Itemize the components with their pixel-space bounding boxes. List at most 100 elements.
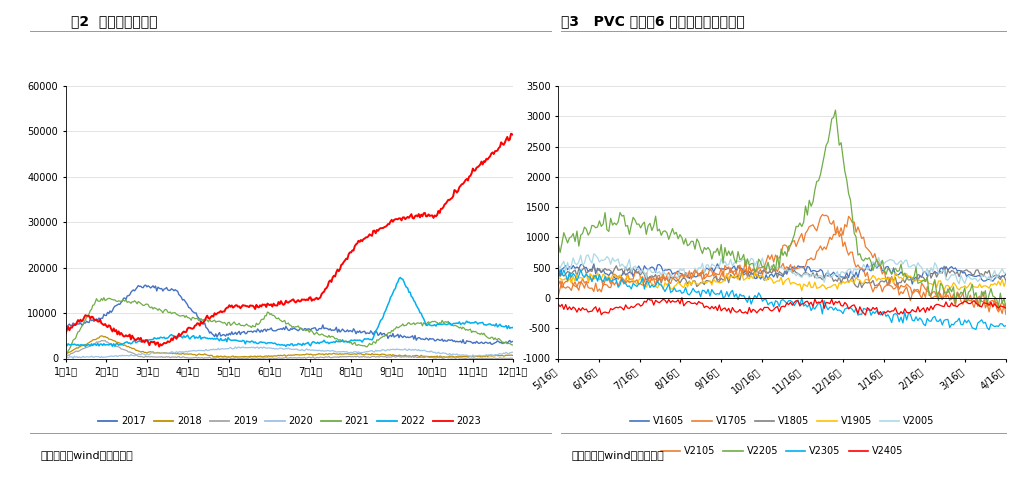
Line: 2023: 2023 [66,134,514,347]
2023 [242,304,254,309]
2018 [508,352,520,358]
2023 [156,343,168,348]
2020 [237,344,249,350]
2017 [489,340,501,346]
V2005 [850,267,862,273]
2023 [60,330,72,336]
2019 [508,355,520,361]
V2305 [706,287,718,293]
V2305 [970,326,982,332]
2022 [79,344,91,349]
2020 [508,349,520,355]
V2205 [571,228,583,234]
2021 [156,308,168,314]
V1905 [972,284,984,290]
V1605 [571,264,583,270]
V1805 [972,267,984,272]
V2005 [582,252,594,258]
V2305 [625,286,637,292]
V2405 [1000,305,1011,311]
V2405 [552,301,564,307]
2019 [156,354,168,359]
Line: V1705: V1705 [558,217,1006,310]
V2005 [625,269,637,275]
V2405 [877,312,889,318]
V2205 [582,232,594,238]
2020 [60,354,72,360]
2018 [240,354,252,359]
Line: 2018: 2018 [66,336,514,358]
V1705 [552,282,564,288]
V2105 [552,293,564,299]
Legend: V2105, V2205, V2305, V2405: V2105, V2205, V2305, V2405 [657,442,907,460]
V2305 [573,273,585,279]
2023 [504,131,517,137]
V2405 [624,305,636,311]
2017 [156,286,168,292]
V1805 [850,283,862,289]
V1605 [972,273,984,279]
V1705 [1000,301,1011,307]
2020 [446,352,458,358]
V1805 [571,273,583,279]
V2205 [704,248,716,253]
V2205 [624,231,636,237]
Text: 资料来源：wind，正信期货: 资料来源：wind，正信期货 [40,450,133,460]
V1905 [796,288,808,293]
2017 [240,331,252,337]
V2405 [582,309,594,315]
2023 [487,151,499,157]
V2005 [953,281,966,287]
Line: V2105: V2105 [558,215,1006,315]
V1705 [582,280,594,286]
V2105 [582,285,594,291]
V1805 [582,269,594,274]
Text: 资料来源：wind，正信期货: 资料来源：wind，正信期货 [571,450,664,460]
2023 [240,303,252,308]
2018 [489,353,501,358]
V2105 [850,264,862,270]
Line: 2019: 2019 [66,340,514,358]
V1905 [704,278,716,283]
2022 [60,342,72,348]
V1705 [842,214,854,219]
2022 [242,338,254,344]
V2305 [584,274,596,280]
2019 [99,337,111,343]
V1605 [848,274,860,280]
V1905 [749,270,761,275]
Line: V1805: V1805 [558,265,1006,288]
2023 [445,196,457,202]
Line: V1605: V1605 [558,263,1006,284]
2022 [394,274,406,280]
V2305 [983,327,995,333]
V1705 [624,276,636,282]
2020 [184,348,196,354]
2017 [445,337,457,343]
V2005 [571,262,583,268]
2019 [243,355,255,361]
2021 [508,342,520,348]
V2005 [587,251,600,257]
V2405 [972,302,984,307]
Line: 2020: 2020 [66,347,514,358]
V2005 [552,262,564,268]
V2105 [1000,312,1011,317]
V2005 [972,279,984,284]
V2205 [829,107,841,113]
V2105 [571,284,583,290]
2017 [485,341,497,347]
2019 [184,355,196,361]
V1905 [624,280,636,285]
2018 [156,350,168,356]
V2005 [706,261,718,267]
Text: 图3   PVC 基差（6 月来盘面升水现货）: 图3 PVC 基差（6 月来盘面升水现货） [561,14,745,29]
2017 [140,282,152,288]
V1605 [582,269,594,274]
Line: 2017: 2017 [66,285,514,344]
V2305 [554,267,566,272]
V2405 [706,304,718,309]
Line: V1905: V1905 [558,272,1006,291]
V2005 [1000,271,1011,276]
V1605 [906,281,918,287]
